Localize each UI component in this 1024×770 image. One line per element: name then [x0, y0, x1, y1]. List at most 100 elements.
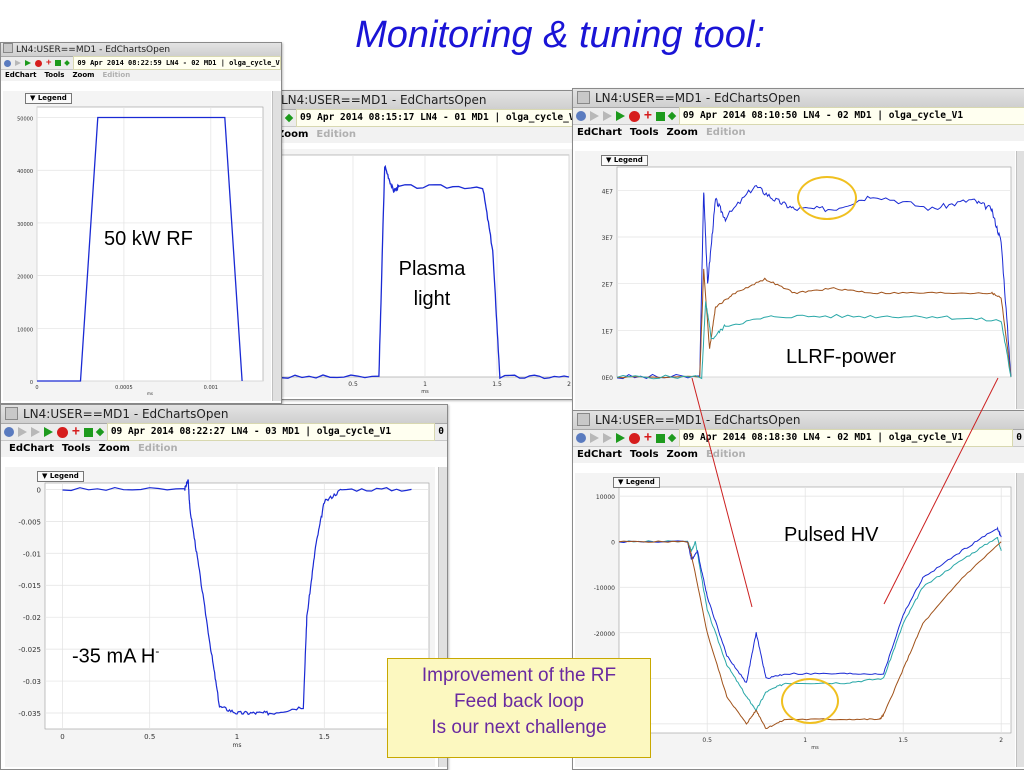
menubar: EdChart Tools Zoom Edition	[1, 441, 447, 457]
annotation-rf: 50 kW RF	[104, 228, 193, 250]
chart-area: ▼ Legend 0 10000 20000 30000 40000 50000 0 0.00…	[3, 91, 271, 401]
window-icon	[577, 91, 590, 104]
y-tick-label: -0.01	[23, 550, 41, 558]
x-tick-label: 1.5	[492, 381, 502, 388]
status-right: 0	[438, 426, 444, 437]
series-line-1	[62, 479, 412, 716]
window-title: LN4:USER==MD1 - EdChartsOpen	[16, 45, 171, 55]
legend-toggle[interactable]: ▼ Legend	[613, 477, 660, 488]
vertical-scrollbar[interactable]	[272, 91, 281, 401]
menu-zoom[interactable]: Zoom	[277, 129, 309, 140]
note-line-3: Is our next challenge	[431, 717, 607, 738]
chart-svg-llrf: 0E0 1E7 2E7 3E7 4E7	[602, 166, 1012, 382]
menu-tools[interactable]: Tools	[44, 71, 65, 79]
x-tick-label: 0.001	[204, 385, 218, 391]
check-icon[interactable]	[576, 433, 586, 443]
y-tick-label: 10000	[17, 327, 33, 333]
check-icon[interactable]	[4, 427, 14, 437]
series-line-1	[280, 164, 570, 380]
window-titlebar[interactable]: LN4:USER==MD1 - EdChartsOpen	[263, 91, 583, 110]
menu-edchart[interactable]: EdChart	[9, 443, 54, 454]
y-tick-label: 4E7	[602, 188, 614, 195]
check-icon[interactable]	[576, 111, 586, 121]
legend-toggle[interactable]: ▼ Legend	[37, 471, 84, 482]
toolbar: + 09 Apr 2014 08:22:59 LN4 - 02 MD1 | ol…	[1, 56, 281, 70]
toolbar: + 09 Apr 2014 08:22:27 LN4 - 03 MD1 | ol…	[1, 423, 447, 441]
add-icon[interactable]: +	[72, 424, 80, 439]
legend-toggle[interactable]: ▼ Legend	[601, 155, 648, 166]
status-message: 09 Apr 2014 08:18:30 LN4 - 02 MD1 | olga…	[678, 429, 1014, 447]
start-icon[interactable]	[655, 111, 665, 121]
x-unit-label: ms	[147, 391, 153, 396]
note-line-2: Feed back loop	[454, 691, 584, 712]
legend-toggle[interactable]: ▼ Legend	[25, 93, 72, 104]
add-icon[interactable]: +	[46, 58, 52, 68]
menu-zoom[interactable]: Zoom	[72, 71, 95, 79]
menu-edchart[interactable]: EdChart	[577, 449, 622, 460]
legend-label: Legend	[613, 156, 643, 164]
menu-zoom[interactable]: Zoom	[666, 449, 698, 460]
y-tick-label: 0	[37, 486, 41, 494]
y-tick-label: 20000	[17, 275, 33, 281]
add-icon[interactable]: +	[644, 430, 652, 445]
chart-svg-rf: 0 10000 20000 30000 40000 50000 0 0.0005 0.001 ms	[17, 106, 264, 396]
annotation-llrf: LLRF-power	[786, 346, 897, 368]
status-message: 09 Apr 2014 08:15:17 LN4 - 01 MD1 | olga…	[296, 109, 583, 127]
play-icon[interactable]	[25, 60, 31, 66]
x-tick-label: 0.5	[144, 733, 155, 741]
series-line-1	[616, 185, 1012, 380]
y-tick-label: -0.03	[23, 678, 41, 686]
window-titlebar[interactable]: LN4:USER==MD1 - EdChartsOpen	[1, 43, 281, 57]
series-line-3	[616, 301, 1012, 380]
stop-icon[interactable]	[629, 110, 640, 122]
menu-zoom[interactable]: Zoom	[98, 443, 130, 454]
menu-edchart[interactable]: EdChart	[577, 127, 622, 138]
chart-svg-plasma: 0.5 1 1.5 2 ms	[280, 154, 571, 395]
window-titlebar[interactable]: LN4:USER==MD1 - EdChartsOpen	[1, 405, 447, 424]
menu-tools[interactable]: Tools	[629, 127, 659, 138]
x-tick-label: 2	[567, 381, 571, 388]
stop-icon[interactable]	[629, 432, 640, 444]
y-tick-label: 2E7	[602, 282, 614, 289]
menu-edition: Edition	[316, 129, 357, 140]
play-disabled-icon	[18, 427, 27, 437]
y-tick-label: -0.035	[18, 710, 41, 718]
menu-tools[interactable]: Tools	[629, 449, 659, 460]
challenge-note: Improvement of the RF Feed back loop Is …	[387, 658, 651, 758]
y-tick-label: 50000	[17, 117, 33, 123]
annotation-hv: Pulsed HV	[784, 524, 879, 546]
play-icon[interactable]	[44, 427, 53, 437]
x-tick-label: 0.5	[348, 381, 358, 388]
chart-window-plasma: LN4:USER==MD1 - EdChartsOpen 09 Apr 2014…	[262, 90, 584, 400]
stop-icon[interactable]	[35, 59, 42, 67]
annotation-plasma: Plasma light	[388, 254, 476, 314]
highlight-ellipse-llrf	[797, 176, 857, 220]
status-message: 09 Apr 2014 08:22:27 LN4 - 03 MD1 | olga…	[106, 423, 436, 441]
menu-edchart[interactable]: EdChart	[5, 71, 37, 79]
window-title: LN4:USER==MD1 - EdChartsOpen	[595, 91, 801, 105]
menu-tools[interactable]: Tools	[61, 443, 91, 454]
start-icon[interactable]	[83, 427, 93, 437]
y-tick-label: 0E0	[602, 375, 614, 382]
stop-icon[interactable]	[57, 426, 68, 438]
start-icon[interactable]	[55, 60, 62, 66]
menu-zoom[interactable]: Zoom	[666, 127, 698, 138]
x-tick-label: 0	[35, 385, 38, 391]
slide-title: Monitoring & tuning tool:	[355, 14, 765, 56]
status-diamond-icon	[64, 60, 71, 66]
play-icon[interactable]	[616, 111, 625, 121]
menubar: Zoom Edition	[263, 127, 583, 143]
vertical-scrollbar[interactable]	[1016, 473, 1024, 767]
vertical-scrollbar[interactable]	[1016, 151, 1024, 409]
step-disabled-icon	[603, 433, 612, 443]
start-icon[interactable]	[655, 433, 665, 443]
add-icon[interactable]: +	[644, 108, 652, 123]
x-tick-label: 0.5	[702, 737, 712, 744]
play-icon[interactable]	[616, 433, 625, 443]
window-titlebar[interactable]: LN4:USER==MD1 - EdChartsOpen	[573, 411, 1024, 430]
vertical-scrollbar[interactable]	[438, 467, 447, 767]
y-tick-label: -0.015	[18, 582, 41, 590]
check-icon[interactable]	[4, 59, 11, 67]
window-titlebar[interactable]: LN4:USER==MD1 - EdChartsOpen	[573, 89, 1024, 108]
play-disabled-icon	[590, 433, 599, 443]
